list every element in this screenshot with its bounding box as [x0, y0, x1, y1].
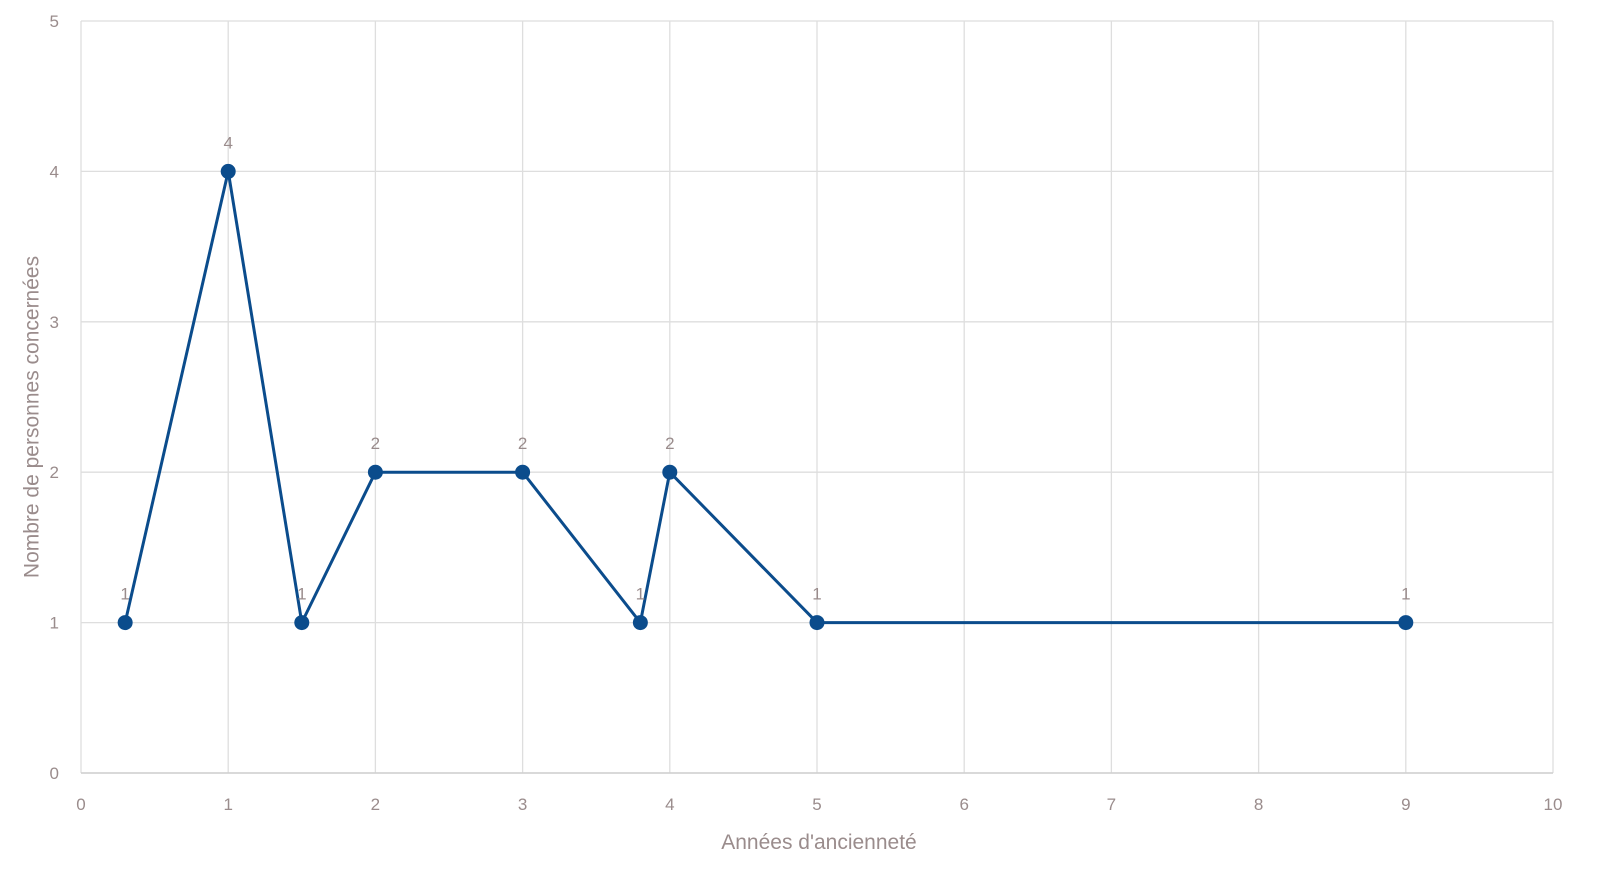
data-label: 2 [665, 434, 674, 453]
data-point [117, 615, 133, 631]
y-tick-label: 3 [50, 313, 59, 332]
data-point [367, 464, 383, 480]
data-label: 2 [371, 434, 380, 453]
gridlines [80, 20, 1554, 774]
y-tick-label: 4 [50, 162, 59, 181]
data-point [809, 615, 825, 631]
x-tick-label: 5 [812, 795, 821, 814]
series [117, 163, 1414, 631]
x-tick-label: 3 [518, 795, 527, 814]
y-tick-label: 1 [50, 614, 59, 633]
x-tick-label: 6 [959, 795, 968, 814]
x-tick-label: 0 [76, 795, 85, 814]
data-point [662, 464, 678, 480]
x-tick-label: 10 [1544, 795, 1563, 814]
x-axis-title: Années d'ancienneté [721, 831, 917, 854]
y-tick-label: 2 [50, 463, 59, 482]
data-point [1398, 615, 1414, 631]
data-labels: 1 4 1 2 2 1 2 1 1 [120, 133, 1410, 603]
data-label: 1 [297, 585, 306, 604]
data-label: 1 [120, 585, 129, 604]
data-point [294, 615, 310, 631]
data-point [515, 464, 531, 480]
x-tick-label: 9 [1401, 795, 1410, 814]
x-tick-label: 8 [1254, 795, 1263, 814]
series-line [123, 169, 1406, 625]
x-axis-ticks: 0 1 2 3 4 5 6 7 8 9 10 [76, 795, 1562, 814]
data-label: 1 [636, 585, 645, 604]
data-point [632, 615, 648, 631]
x-tick-label: 2 [371, 795, 380, 814]
y-axis-title: Nombre de personnes concernées [20, 256, 43, 578]
data-label: 4 [223, 133, 232, 152]
y-tick-label: 5 [50, 12, 59, 31]
y-tick-label: 0 [50, 764, 59, 783]
data-label: 1 [1401, 585, 1410, 604]
x-tick-label: 7 [1107, 795, 1116, 814]
x-tick-label: 4 [665, 795, 674, 814]
data-point [220, 163, 236, 179]
x-tick-label: 1 [223, 795, 232, 814]
y-axis-ticks: 0 1 2 3 4 5 [50, 12, 59, 783]
data-label: 1 [812, 585, 821, 604]
data-label: 2 [518, 434, 527, 453]
